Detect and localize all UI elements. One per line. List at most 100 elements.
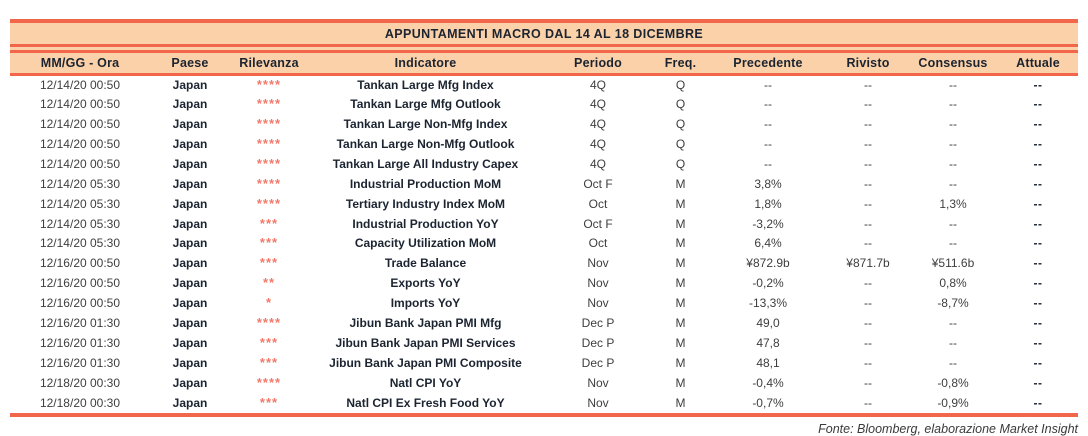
cell-country: Japan <box>172 356 208 371</box>
cell-relevance: * <box>265 295 273 311</box>
cell-actual: -- <box>1033 276 1043 291</box>
table-row: 12/14/20 05:30 Japan **** Industrial Produc… <box>10 174 1078 194</box>
cell-freq: Q <box>675 116 686 131</box>
cell-datetime: 12/18/20 00:30 <box>39 376 121 391</box>
cell-indicator: Natl CPI Ex Fresh Food YoY <box>346 395 505 410</box>
cell-actual: -- <box>1033 96 1043 111</box>
cell-revised: -- <box>864 136 872 151</box>
cell-previous: -0,2% <box>752 276 784 291</box>
table-row: 12/18/20 00:30 Japan **** Natl CPI YoY Nov M -… <box>10 373 1078 393</box>
cell-relevance: *** <box>259 255 279 271</box>
cell-actual: -- <box>1033 316 1043 331</box>
cell-datetime: 12/16/20 01:30 <box>39 336 121 351</box>
cell-relevance: **** <box>256 315 282 331</box>
cell-datetime: 12/14/20 00:50 <box>39 116 121 131</box>
cell-consensus: -- <box>949 336 957 351</box>
table-row: 12/16/20 01:30 Japan **** Jibun Bank Japan … <box>10 313 1078 333</box>
cell-datetime: 12/16/20 01:30 <box>39 356 121 371</box>
cell-consensus: -0,8% <box>937 376 969 391</box>
cell-actual: -- <box>1033 236 1043 251</box>
source-note: Fonte: Bloomberg, elaborazione Market In… <box>818 422 1078 436</box>
cell-period: 4Q <box>589 96 606 111</box>
cell-freq: M <box>675 276 686 291</box>
cell-consensus: ¥511.6b <box>931 256 975 271</box>
cell-country: Japan <box>172 96 208 111</box>
table-row: 12/14/20 00:50 Japan **** Tankan Large Mfg … <box>10 74 1078 94</box>
cell-country: Japan <box>172 256 208 271</box>
cell-country: Japan <box>172 216 208 231</box>
cell-revised: -- <box>864 316 872 331</box>
cell-datetime: 12/14/20 05:30 <box>39 236 121 251</box>
table-row: 12/14/20 00:50 Japan **** Tankan Large Non-… <box>10 114 1078 134</box>
cell-datetime: 12/14/20 05:30 <box>39 216 121 231</box>
cell-revised: -- <box>864 376 872 391</box>
cell-country: Japan <box>172 376 208 391</box>
cell-datetime: 12/16/20 01:30 <box>39 316 121 331</box>
col-header-datetime: MM/GG - Ora <box>10 53 150 76</box>
cell-datetime: 12/14/20 00:50 <box>39 77 121 92</box>
cell-indicator: Jibun Bank Japan PMI Mfg <box>349 316 502 331</box>
cell-revised: -- <box>864 276 872 291</box>
cell-freq: M <box>675 216 686 231</box>
cell-revised: -- <box>864 116 872 131</box>
cell-datetime: 12/16/20 00:50 <box>39 256 121 271</box>
table-row: 12/16/20 00:50 Japan * Imports YoY Nov M -13,3… <box>10 293 1078 313</box>
col-header-period: Periodo <box>543 53 653 76</box>
col-header-freq: Freq. <box>653 53 708 76</box>
cell-previous: 49,0 <box>756 316 780 331</box>
cell-indicator: Imports YoY <box>390 296 461 311</box>
cell-datetime: 12/16/20 00:50 <box>39 276 121 291</box>
cell-consensus: -- <box>949 316 957 331</box>
cell-relevance: *** <box>259 394 279 410</box>
col-header-actual: Attuale <box>998 53 1078 76</box>
cell-period: Nov <box>587 376 609 391</box>
cell-country: Japan <box>172 116 208 131</box>
cell-revised: -- <box>864 176 872 191</box>
cell-actual: -- <box>1033 196 1043 211</box>
cell-indicator: Tankan Large Non-Mfg Index <box>343 116 508 131</box>
cell-previous: -13,3% <box>748 296 788 311</box>
cell-country: Japan <box>172 395 208 410</box>
cell-period: 4Q <box>589 136 606 151</box>
cell-indicator: Tankan Large Mfg Outlook <box>350 96 501 111</box>
table-row: 12/18/20 00:30 Japan *** Natl CPI Ex Fresh … <box>10 393 1078 413</box>
cell-freq: M <box>675 176 686 191</box>
top-rule-line <box>10 19 1078 23</box>
cell-previous: 3,8% <box>754 176 782 191</box>
header-row: MM/GG - Ora Paese Rilevanza Indicatore P… <box>10 53 1078 76</box>
cell-revised: -- <box>864 196 872 211</box>
cell-indicator: Exports YoY <box>390 276 461 291</box>
col-header-relevance: Rilevanza <box>230 53 308 76</box>
cell-datetime: 12/14/20 00:50 <box>39 96 121 111</box>
cell-actual: -- <box>1033 395 1043 410</box>
cell-consensus: -- <box>949 77 957 92</box>
cell-relevance: *** <box>259 215 279 231</box>
cell-consensus: -0,9% <box>937 395 969 410</box>
cell-freq: Q <box>675 136 686 151</box>
cell-period: 4Q <box>589 156 606 171</box>
cell-previous: -0,7% <box>752 395 784 410</box>
cell-relevance: ** <box>262 275 276 291</box>
cell-relevance: **** <box>256 95 282 111</box>
col-header-revised: Rivisto <box>828 53 908 76</box>
cell-country: Japan <box>172 276 208 291</box>
cell-previous: -3,2% <box>752 216 784 231</box>
cell-actual: -- <box>1033 336 1043 351</box>
cell-actual: -- <box>1033 216 1043 231</box>
cell-indicator: Jibun Bank Japan PMI Composite <box>329 356 522 371</box>
cell-relevance: *** <box>259 335 279 351</box>
cell-actual: -- <box>1033 156 1043 171</box>
col-header-country: Paese <box>150 53 230 76</box>
cell-revised: -- <box>864 216 872 231</box>
cell-previous: -- <box>764 136 772 151</box>
cell-datetime: 12/14/20 00:50 <box>39 156 121 171</box>
cell-period: Dec P <box>581 336 615 351</box>
cell-consensus: 0,8% <box>939 276 967 291</box>
cell-datetime: 12/14/20 05:30 <box>39 176 121 191</box>
cell-revised: -- <box>864 395 872 410</box>
table-row: 12/16/20 01:30 Japan *** Jibun Bank Japan P… <box>10 353 1078 373</box>
cell-country: Japan <box>172 196 208 211</box>
title-divider-line <box>10 44 1078 47</box>
cell-relevance: **** <box>256 175 282 191</box>
cell-actual: -- <box>1033 256 1043 271</box>
